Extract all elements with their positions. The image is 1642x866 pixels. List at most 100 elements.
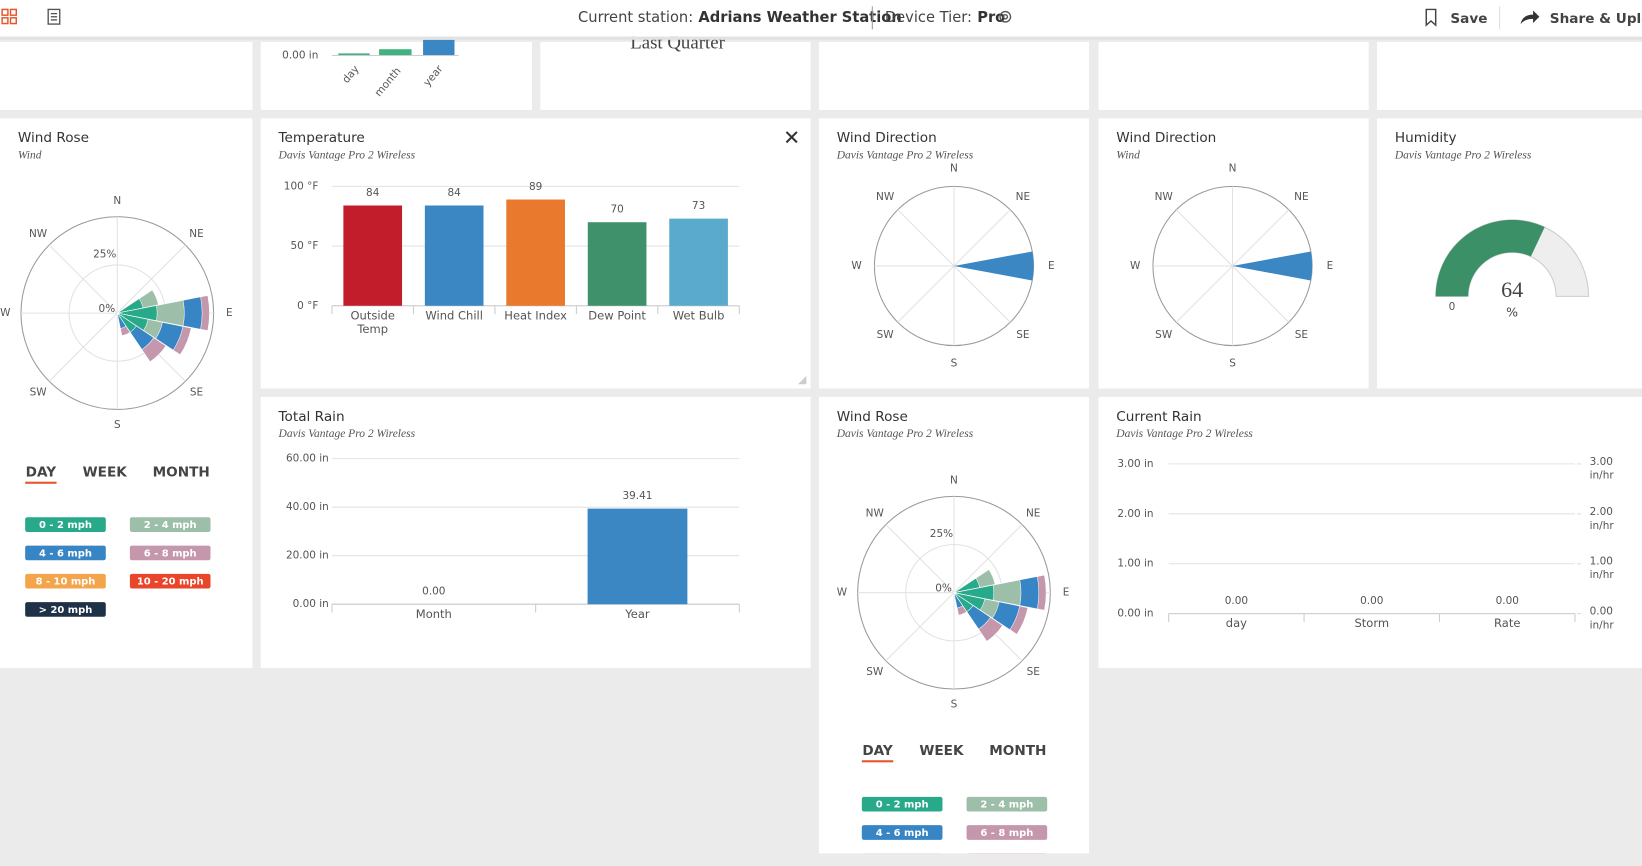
legend-label: > 20 mph (39, 605, 93, 616)
y2-tick-label: 3.00 in/hr (1589, 456, 1614, 482)
y-tick-label: 0 °F (297, 300, 318, 312)
period-tab[interactable]: WEEK (83, 464, 128, 480)
widget-title: Current Rain (1116, 409, 1201, 425)
value-label: 73 (692, 200, 705, 212)
bar (343, 205, 403, 306)
direction-label: NE (1026, 507, 1040, 519)
compass-spoke (48, 312, 118, 382)
active-tab-underline (25, 481, 57, 484)
y-tick-label: 1.00 in (1117, 558, 1153, 570)
y-tick-label: 50 °F (290, 240, 318, 252)
x-tick-label-box: Month (416, 607, 452, 621)
direction-label: NW (866, 507, 885, 519)
y2-tick-label: 1.00 in/hr (1589, 556, 1614, 582)
legend-swatch[interactable] (25, 545, 106, 561)
header: Current station: Adrians Weather Station … (0, 0, 1642, 40)
period-tab[interactable]: MONTH (153, 464, 210, 480)
value-label: 89 (529, 181, 542, 193)
legend-label: 2 - 4 mph (980, 800, 1033, 811)
value-label: 84 (448, 187, 462, 199)
close-icon[interactable] (785, 131, 798, 144)
y-tick-label: 0.00 in (293, 598, 329, 610)
legend-label: 10 - 20 mph (137, 577, 204, 588)
direction-label: W (0, 307, 11, 319)
direction-label: SW (877, 329, 895, 341)
direction-label: S (114, 419, 121, 431)
legend-swatch[interactable] (966, 796, 1048, 812)
widget-subtitle: Davis Vantage Pro 2 Wireless (836, 428, 974, 440)
x-tick-label-box: Year (625, 607, 650, 621)
x-tick-label-box: Wind Chill (425, 308, 483, 323)
ring-label: 25% (930, 528, 953, 540)
grid-icon[interactable] (1, 8, 17, 25)
direction-label: SE (1027, 666, 1040, 678)
settings-icon[interactable] (999, 10, 1012, 23)
x-tick-label-box: Outside Temp (350, 308, 395, 337)
value-label: 0.00 (1360, 595, 1383, 607)
x-tick-label-box: Storm (1354, 617, 1389, 631)
save-button[interactable]: Save (1450, 11, 1487, 27)
direction-label: NE (1294, 191, 1308, 203)
direction-label: N (950, 475, 958, 487)
legend-label: 0 - 2 mph (876, 800, 929, 811)
y-tick-label: 20.00 in (286, 550, 329, 562)
legend-swatch[interactable] (129, 573, 211, 589)
widget-title: Wind Direction (1116, 130, 1216, 146)
gauge-min-label: 0 (1449, 301, 1456, 313)
direction-label: E (1048, 260, 1055, 272)
legend-swatch[interactable] (25, 517, 106, 532)
legend-swatch[interactable] (25, 602, 106, 617)
bookmark-icon[interactable] (1425, 8, 1437, 27)
compass-spoke (116, 244, 186, 314)
direction-label: S (951, 699, 958, 711)
direction-label: W (1130, 260, 1141, 272)
legend-swatch[interactable] (861, 796, 943, 812)
panel (260, 396, 811, 669)
y2-tick-label-box: 2.00 in/hr (1590, 506, 1614, 531)
document-icon[interactable] (47, 8, 61, 25)
direction-label: SE (190, 386, 203, 398)
widget-title: Humidity (1395, 130, 1457, 146)
y-tick-label: 40.00 in (286, 501, 329, 513)
y-tick-label: 0.00 in (1117, 608, 1153, 620)
value-label: 39.41 (622, 490, 652, 502)
legend-label: 6 - 8 mph (980, 828, 1033, 839)
direction-label: SW (30, 386, 48, 398)
value-label: 0.00 (422, 586, 445, 598)
legend-swatch[interactable] (966, 825, 1048, 840)
period-tab[interactable]: MONTH (989, 743, 1046, 759)
legend-swatch[interactable] (861, 825, 943, 840)
tier-label: Device Tier: (885, 9, 972, 26)
legend-label: 4 - 6 mph (39, 548, 92, 559)
compass-spoke (1175, 265, 1233, 323)
direction-label: E (1327, 260, 1334, 272)
share-button[interactable]: Share & Uploa (1550, 11, 1642, 27)
legend-swatch[interactable] (129, 517, 211, 532)
direction-label: S (1229, 357, 1236, 369)
compass-spoke (953, 524, 1023, 594)
share-icon[interactable] (1520, 10, 1540, 25)
y2-tick-label: 0.00 in/hr (1589, 606, 1614, 632)
x-tick-label: Wind Chill (425, 308, 483, 323)
legend-label: 6 - 8 mph (144, 548, 197, 559)
x-tick-label: Outside Temp (350, 308, 395, 337)
period-tab[interactable]: WEEK (919, 743, 964, 759)
station-name: Adrians Weather Station (698, 9, 901, 26)
legend-label: 4 - 6 mph (876, 828, 929, 839)
gauge-value (1435, 219, 1545, 297)
y-tick-label: 0.00 in (282, 49, 318, 61)
widget-subtitle: Wind (18, 150, 42, 162)
legend-swatch[interactable] (129, 545, 211, 561)
widget-subtitle: Wind (1116, 150, 1140, 162)
x-tick-label: Year (625, 607, 650, 621)
legend-swatch[interactable] (25, 573, 106, 589)
period-tab[interactable]: DAY (862, 743, 893, 759)
direction-label: SW (1155, 329, 1173, 341)
period-tab[interactable]: DAY (26, 464, 57, 480)
header-bar (0, 0, 1642, 37)
legend-label: 0 - 2 mph (39, 520, 92, 531)
bar (669, 218, 728, 306)
ring-label: 0% (935, 583, 952, 595)
